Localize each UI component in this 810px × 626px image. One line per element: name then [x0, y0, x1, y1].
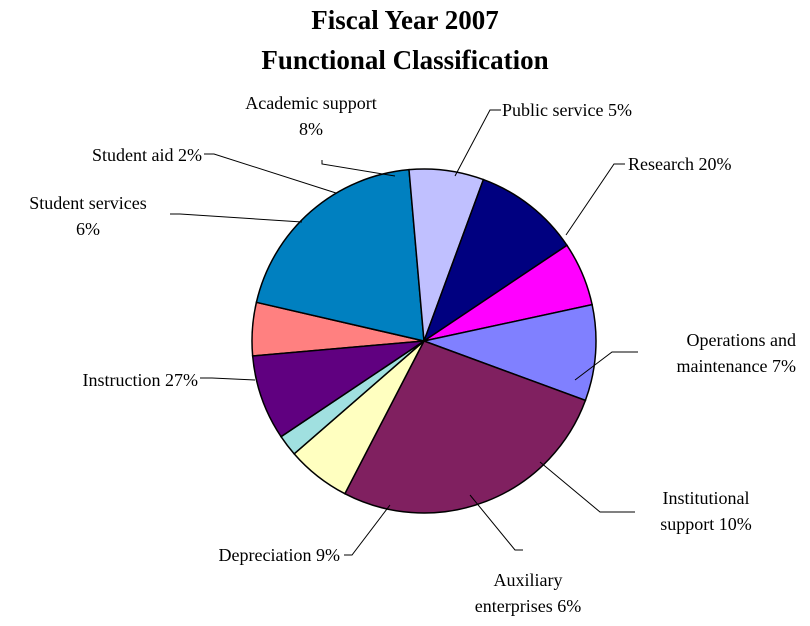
leader-line-3: [539, 461, 635, 513]
slice-label-4-line-0: Auxiliary: [494, 570, 563, 590]
slice-label-7-line-0: Student services: [29, 193, 146, 213]
slice-label-8: Student aid 2%: [92, 145, 202, 165]
slice-label-9-line-0: Academic support: [245, 93, 376, 113]
slice-label-7: Student services 6%: [29, 193, 146, 239]
slice-label-6: Instruction 27%: [83, 370, 198, 390]
slice-label-3-line-1: support 10%: [660, 514, 752, 534]
leader-line-9: [321, 160, 396, 177]
leader-line-6: [200, 377, 256, 381]
pie-slice-1: [255, 168, 425, 342]
slice-label-9-line-1: 8%: [299, 119, 323, 139]
pie-slice-5: [421, 303, 597, 402]
leader-lines: [170, 109, 638, 556]
slice-label-2-line-1: maintenance 7%: [677, 356, 796, 376]
leader-line-4: [469, 494, 523, 551]
pie-slice-3: [422, 178, 568, 343]
slice-label-1: Research 20%: [628, 154, 731, 174]
slice-label-7-line-1: 6%: [76, 219, 100, 239]
slice-label-0-line-0: Public service 5%: [502, 100, 632, 120]
slice-label-2: Operations and maintenance 7%: [677, 330, 796, 376]
slice-label-0: Public service 5%: [502, 100, 632, 120]
slice-label-5-line-0: Depreciation 9%: [219, 545, 340, 565]
slice-label-9: Academic support 8%: [245, 93, 376, 139]
slice-label-2-line-0: Operations and: [687, 330, 796, 350]
slice-label-8-line-0: Student aid 2%: [92, 145, 202, 165]
slice-label-4: Auxiliary enterprises 6%: [475, 570, 581, 616]
leader-line-0: [454, 109, 501, 177]
leader-line-1: [565, 163, 625, 236]
slice-label-6-line-0: Instruction 27%: [83, 370, 198, 390]
chart-title-line-2: Functional Classification: [261, 45, 548, 75]
pie-slice-6: [343, 340, 587, 514]
pie-slice-9: [251, 340, 425, 438]
leader-line-5: [344, 504, 391, 556]
leader-line-7: [170, 213, 303, 223]
slice-label-1-line-0: Research 20%: [628, 154, 731, 174]
slice-label-3: Institutional support 10%: [660, 488, 752, 534]
leader-line-2: [574, 351, 638, 381]
slice-label-3-line-0: Institutional: [663, 488, 750, 508]
pie-slices: [251, 168, 597, 514]
slice-labels: Public service 5% Research 20% Operations …: [29, 93, 796, 616]
chart-title-line-1: Fiscal Year 2007: [311, 5, 498, 35]
slice-label-4-line-1: enterprises 6%: [475, 596, 581, 616]
leader-line-8: [204, 153, 337, 194]
slice-label-5: Depreciation 9%: [219, 545, 340, 565]
